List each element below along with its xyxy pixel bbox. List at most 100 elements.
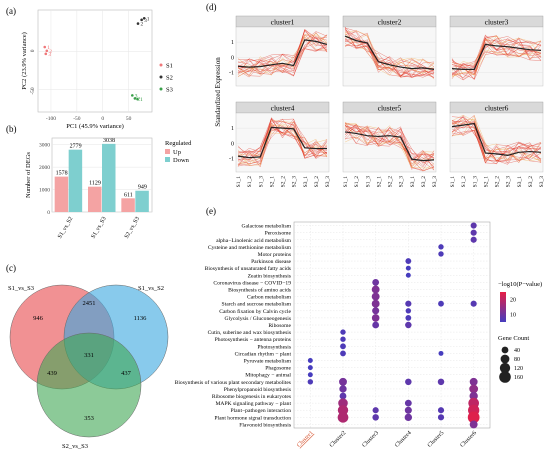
cluster-gene-line xyxy=(451,126,542,161)
dot-pathway-label: Biosynthesis of amino acids xyxy=(228,286,291,293)
dot-pathway-label: Plant hormone signal transduction xyxy=(214,415,291,421)
cluster-gene-line xyxy=(237,118,328,159)
dot-point xyxy=(470,229,477,236)
size-legend-dot xyxy=(500,354,510,364)
cluster-xtick-label: S2_2 xyxy=(281,176,287,188)
cluster-xtick-label: S3_2 xyxy=(528,176,534,188)
dot-point xyxy=(467,411,480,424)
cluster-gene-line xyxy=(237,29,328,69)
size-legend-tick: 40 xyxy=(514,348,520,354)
dot-point xyxy=(438,244,444,250)
cluster-xtick-label: S1_1 xyxy=(450,176,456,188)
venn-count-a_only: 946 xyxy=(33,315,44,322)
cluster-gene-line xyxy=(344,31,435,77)
cluster-xtick-label: S2_1 xyxy=(376,176,382,188)
pca-legend-label: S1 xyxy=(166,62,173,69)
dot-point xyxy=(339,377,347,386)
dot-point xyxy=(437,407,445,414)
pca-point-S3 xyxy=(131,94,134,97)
dot-point xyxy=(372,321,380,329)
bar-ylabel: Number of DEGs xyxy=(25,152,32,198)
cluster-plot-bg xyxy=(235,112,330,173)
cluster-title: cluster6 xyxy=(485,104,509,113)
cluster-xtick-label: S1_3 xyxy=(472,176,478,188)
dot-point xyxy=(338,398,348,408)
dot-cluster-label: Cluster2 xyxy=(329,430,348,449)
dot-point xyxy=(405,272,411,278)
pca-legend-swatch xyxy=(159,87,163,91)
size-legend-dot xyxy=(499,362,511,374)
pca-point-S2 xyxy=(136,22,140,25)
bar-ytick-label: 2000 xyxy=(39,165,50,171)
cluster-xtick-label: S1_2 xyxy=(354,176,360,188)
cluster-title: cluster1 xyxy=(271,18,295,27)
dot-point xyxy=(371,299,380,308)
bar-value-label: 1129 xyxy=(89,181,101,187)
pca-point-label: 3 xyxy=(135,93,138,99)
cluster-xtick-label: S2_3 xyxy=(506,176,512,188)
cluster-gene-line xyxy=(451,130,542,164)
cluster-gene-line xyxy=(451,115,542,162)
dot-point xyxy=(371,314,380,322)
cluster-xtick-label: S3_1 xyxy=(303,176,309,188)
dot-point xyxy=(470,222,477,229)
dot-pathway-label: Biosynthesis of various plant secondary … xyxy=(175,379,291,386)
cluster-gene-line xyxy=(451,120,542,165)
dot-point xyxy=(340,336,346,342)
cluster-gene-line xyxy=(451,115,542,153)
bar-legend-label: Down xyxy=(173,157,190,164)
cluster-gene-line xyxy=(344,125,435,169)
cluster-gene-line xyxy=(344,123,435,171)
dot-point xyxy=(337,412,349,423)
pca-legend-swatch xyxy=(159,75,163,79)
bar-legend-title: Regulated xyxy=(165,140,192,147)
bar-up xyxy=(54,176,69,212)
cluster-gene-line xyxy=(344,43,435,76)
dot-point xyxy=(372,278,380,286)
dot-pathway-label: Circadian rhythm − plant xyxy=(235,351,292,357)
cluster-xtick-label: S2_2 xyxy=(495,176,501,188)
panel-label-b: (b) xyxy=(6,124,17,134)
color-legend-title: −log10(P−value) xyxy=(498,281,542,288)
cluster-title: cluster4 xyxy=(271,104,295,113)
dot-cluster-label: Cluster1 xyxy=(296,430,315,449)
color-legend-bar xyxy=(500,292,506,322)
dot-point xyxy=(405,378,412,386)
cluster-xtick-label: S2_2 xyxy=(388,176,394,188)
cluster-xtick-label: S3_2 xyxy=(421,176,427,188)
cluster-ytick-label: 0 xyxy=(231,141,234,147)
pca-legend-label: S2 xyxy=(166,74,173,81)
pca-legend-swatch xyxy=(159,63,163,67)
size-legend-tick: 80 xyxy=(514,357,520,363)
cluster-gene-line xyxy=(451,121,542,163)
cluster-gene-line xyxy=(344,30,435,76)
bar-value-label: 2779 xyxy=(70,144,82,150)
pca-point-label: 2 xyxy=(141,22,144,28)
venn-count-abc: 331 xyxy=(84,352,94,359)
pca-point-label: 1 xyxy=(147,16,150,22)
cluster-gene-line xyxy=(344,26,435,78)
size-legend-tick: 120 xyxy=(514,366,523,372)
cluster-gene-line xyxy=(344,37,435,76)
pca-xtick-label: 0 xyxy=(101,116,104,122)
cluster-xtick-label: S1_2 xyxy=(461,176,467,188)
dot-pathway-label: Mitophagy − animal xyxy=(245,373,291,379)
cluster-gene-line xyxy=(237,118,328,165)
cluster-mean-line xyxy=(344,131,435,162)
dot-pathway-label: Ribosome biogenesis in eukaryotes xyxy=(212,394,291,400)
dot-pathway-label: Parkinson disease xyxy=(251,259,291,265)
dot-pathway-label: Carbon fixation by Calvin cycle xyxy=(219,308,291,315)
dot-point xyxy=(404,406,412,414)
dot-point xyxy=(372,307,380,315)
dot-point xyxy=(437,414,445,421)
dot-pathway-label: Photosynthesis xyxy=(257,344,291,350)
dot-pathway-label: Flavonoid biosynthesis xyxy=(239,422,291,428)
dot-pathway-label: Biosynthesis of unsaturated fatty acids xyxy=(205,265,291,272)
cluster-gene-line xyxy=(344,124,435,170)
pca-point-label: 2 xyxy=(49,49,52,55)
bar-legend-label: Up xyxy=(173,149,181,156)
dot-point xyxy=(469,391,478,401)
cluster-ytick-label: 1 xyxy=(231,40,234,46)
panel-label-c: (c) xyxy=(6,263,16,273)
